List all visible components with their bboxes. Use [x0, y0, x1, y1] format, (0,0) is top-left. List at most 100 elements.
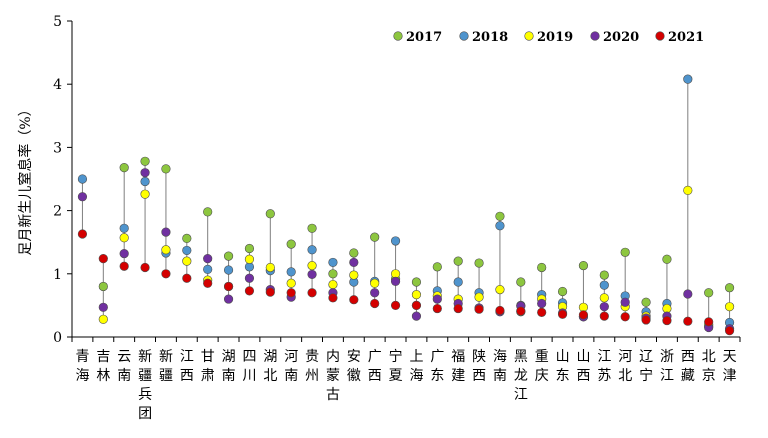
point-2021 — [578, 310, 589, 320]
point-2017 — [286, 239, 296, 249]
point-2020 — [119, 248, 129, 259]
point-2019 — [182, 256, 192, 266]
point-2019 — [495, 285, 505, 295]
legend-marker — [459, 31, 469, 41]
x-category-label: 山西 — [576, 349, 590, 384]
x-category-label: 浙江 — [660, 349, 674, 384]
point-2021 — [286, 288, 296, 298]
x-category-label: 甘肃 — [201, 349, 215, 384]
point-2020 — [140, 168, 150, 178]
point-2019 — [411, 290, 422, 300]
point-2019 — [474, 292, 484, 302]
point-2017 — [620, 247, 630, 257]
x-category-label: 广东 — [430, 349, 444, 384]
point-2021 — [662, 315, 672, 326]
point-2021 — [119, 261, 129, 271]
point-2019 — [244, 254, 255, 264]
point-2021 — [683, 316, 693, 326]
point-2021 — [161, 269, 171, 279]
point-2017 — [328, 269, 338, 279]
point-2017 — [432, 262, 442, 272]
point-2017 — [119, 163, 129, 173]
point-2017 — [98, 281, 108, 292]
point-2020 — [307, 269, 317, 280]
legend-item-2017: 2017 — [393, 30, 442, 45]
point-2017 — [182, 233, 192, 244]
x-category-label: 青海 — [75, 349, 89, 384]
point-2019 — [599, 293, 609, 303]
x-category-label: 内蒙古 — [326, 349, 340, 403]
point-2017 — [516, 277, 526, 287]
point-2018 — [453, 277, 463, 287]
point-2021 — [265, 287, 275, 297]
point-2017 — [223, 251, 234, 261]
point-2017 — [578, 260, 589, 271]
point-2021 — [516, 306, 526, 316]
point-2018 — [119, 223, 129, 233]
y-tick-label: 2 — [53, 204, 62, 220]
point-2021 — [724, 326, 735, 336]
x-category-label: 山东 — [556, 349, 570, 384]
legend-marker — [393, 31, 403, 41]
point-2021 — [641, 315, 651, 325]
legend-label: 2017 — [406, 30, 442, 45]
point-2021 — [453, 303, 463, 314]
point-2018 — [328, 257, 338, 268]
point-2021 — [349, 295, 359, 305]
x-tick-labels: 青海吉林云南新疆兵团新疆江西甘肃湖南四川湖北河南贵州内蒙古安徽广西宁夏上海广东福… — [75, 348, 736, 422]
point-2021 — [77, 229, 88, 239]
point-2017 — [704, 288, 714, 298]
point-2021 — [390, 300, 401, 311]
point-2019 — [265, 262, 275, 273]
point-2018 — [182, 245, 192, 256]
legend: 2017 2018 2019 2020 2021 — [393, 30, 704, 45]
point-2021 — [203, 278, 213, 288]
point-2019 — [119, 233, 129, 243]
point-2018 — [390, 236, 401, 246]
x-category-label: 江西 — [180, 349, 194, 384]
point-2017 — [453, 256, 463, 266]
x-category-label: 湖北 — [263, 349, 277, 384]
point-2021 — [328, 293, 338, 303]
point-2018 — [203, 264, 213, 274]
x-category-label: 黑龙江 — [514, 349, 528, 403]
point-2017 — [662, 254, 672, 264]
legend-marker — [655, 31, 665, 41]
point-2019 — [307, 260, 317, 271]
point-2021 — [140, 262, 150, 273]
point-2017 — [140, 156, 150, 166]
point-2020 — [620, 297, 630, 307]
point-2020 — [203, 254, 213, 264]
y-tick-label: 1 — [53, 267, 62, 283]
point-2021 — [98, 254, 108, 264]
point-2017 — [370, 232, 380, 242]
point-2021 — [182, 273, 192, 283]
point-2017 — [411, 277, 422, 287]
point-2019 — [683, 185, 693, 195]
x-category-label: 新疆 — [159, 349, 173, 384]
point-2019 — [161, 245, 171, 255]
x-category-label: 北京 — [702, 349, 716, 384]
point-2018 — [286, 267, 296, 277]
point-2021 — [223, 281, 234, 292]
x-category-label: 西藏 — [681, 349, 695, 384]
legend-label: 2020 — [603, 30, 639, 45]
y-tick-label: 4 — [53, 77, 62, 93]
legend-marker — [524, 31, 534, 41]
x-category-label: 陕西 — [472, 349, 486, 384]
x-category-label: 广西 — [368, 349, 382, 384]
point-2021 — [474, 304, 484, 314]
legend-label: 2018 — [472, 30, 508, 45]
point-2018 — [77, 174, 88, 184]
x-category-label: 天津 — [723, 349, 737, 384]
legend-item-2020: 2020 — [590, 30, 639, 45]
x-category-label: 福建 — [451, 349, 465, 384]
point-2017 — [349, 248, 359, 258]
point-2020 — [161, 227, 171, 237]
legend-label: 2021 — [668, 30, 704, 45]
point-2020 — [349, 257, 359, 268]
point-2017 — [265, 209, 275, 219]
legend-item-2021: 2021 — [655, 30, 704, 45]
point-2019 — [349, 270, 359, 280]
point-2021 — [432, 303, 442, 314]
